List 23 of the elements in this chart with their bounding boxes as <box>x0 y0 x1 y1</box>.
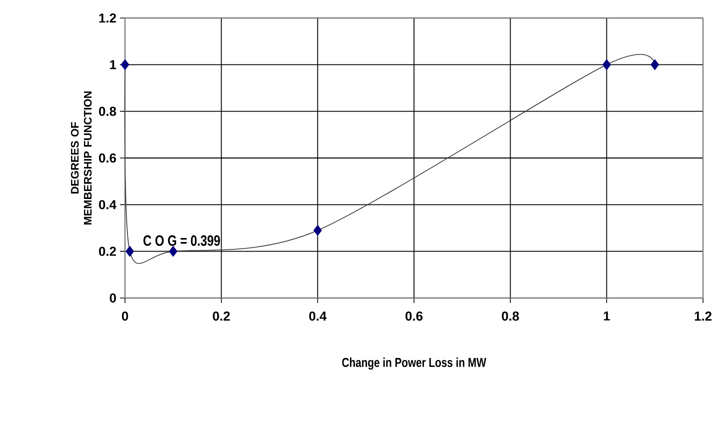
point <box>314 224 322 236</box>
y-tick-label: 0.6 <box>98 153 116 163</box>
point <box>126 246 134 257</box>
y-tick-label: 1 <box>110 60 116 70</box>
annotation: C O G = 0.399 <box>143 235 220 246</box>
y-tick-label: 1.2 <box>99 13 116 23</box>
y-axis-title: DEGREES OF MEMBERSHIP FUNCTION <box>70 91 92 225</box>
point <box>602 59 611 70</box>
y-tick-label: 0.8 <box>98 106 116 116</box>
x-tick-label: 0.4 <box>309 312 327 321</box>
y-tick-label: 0 <box>110 293 116 303</box>
point <box>120 59 130 70</box>
x-tick-label: 1.2 <box>694 312 712 321</box>
y-tick-label: 0.2 <box>98 246 116 256</box>
point <box>650 59 659 70</box>
x-tick-label: 0.6 <box>406 312 423 321</box>
x-tick-label: 0 <box>122 312 128 321</box>
y-tick-label: 0.4 <box>98 200 116 210</box>
x-tick-label: 0.8 <box>502 312 519 321</box>
x-axis-title: Change in Power Loss in MW <box>342 358 486 370</box>
point <box>169 246 178 257</box>
x-tick-label: 0.2 <box>212 312 230 321</box>
x-tick-label: 1 <box>604 312 610 320</box>
